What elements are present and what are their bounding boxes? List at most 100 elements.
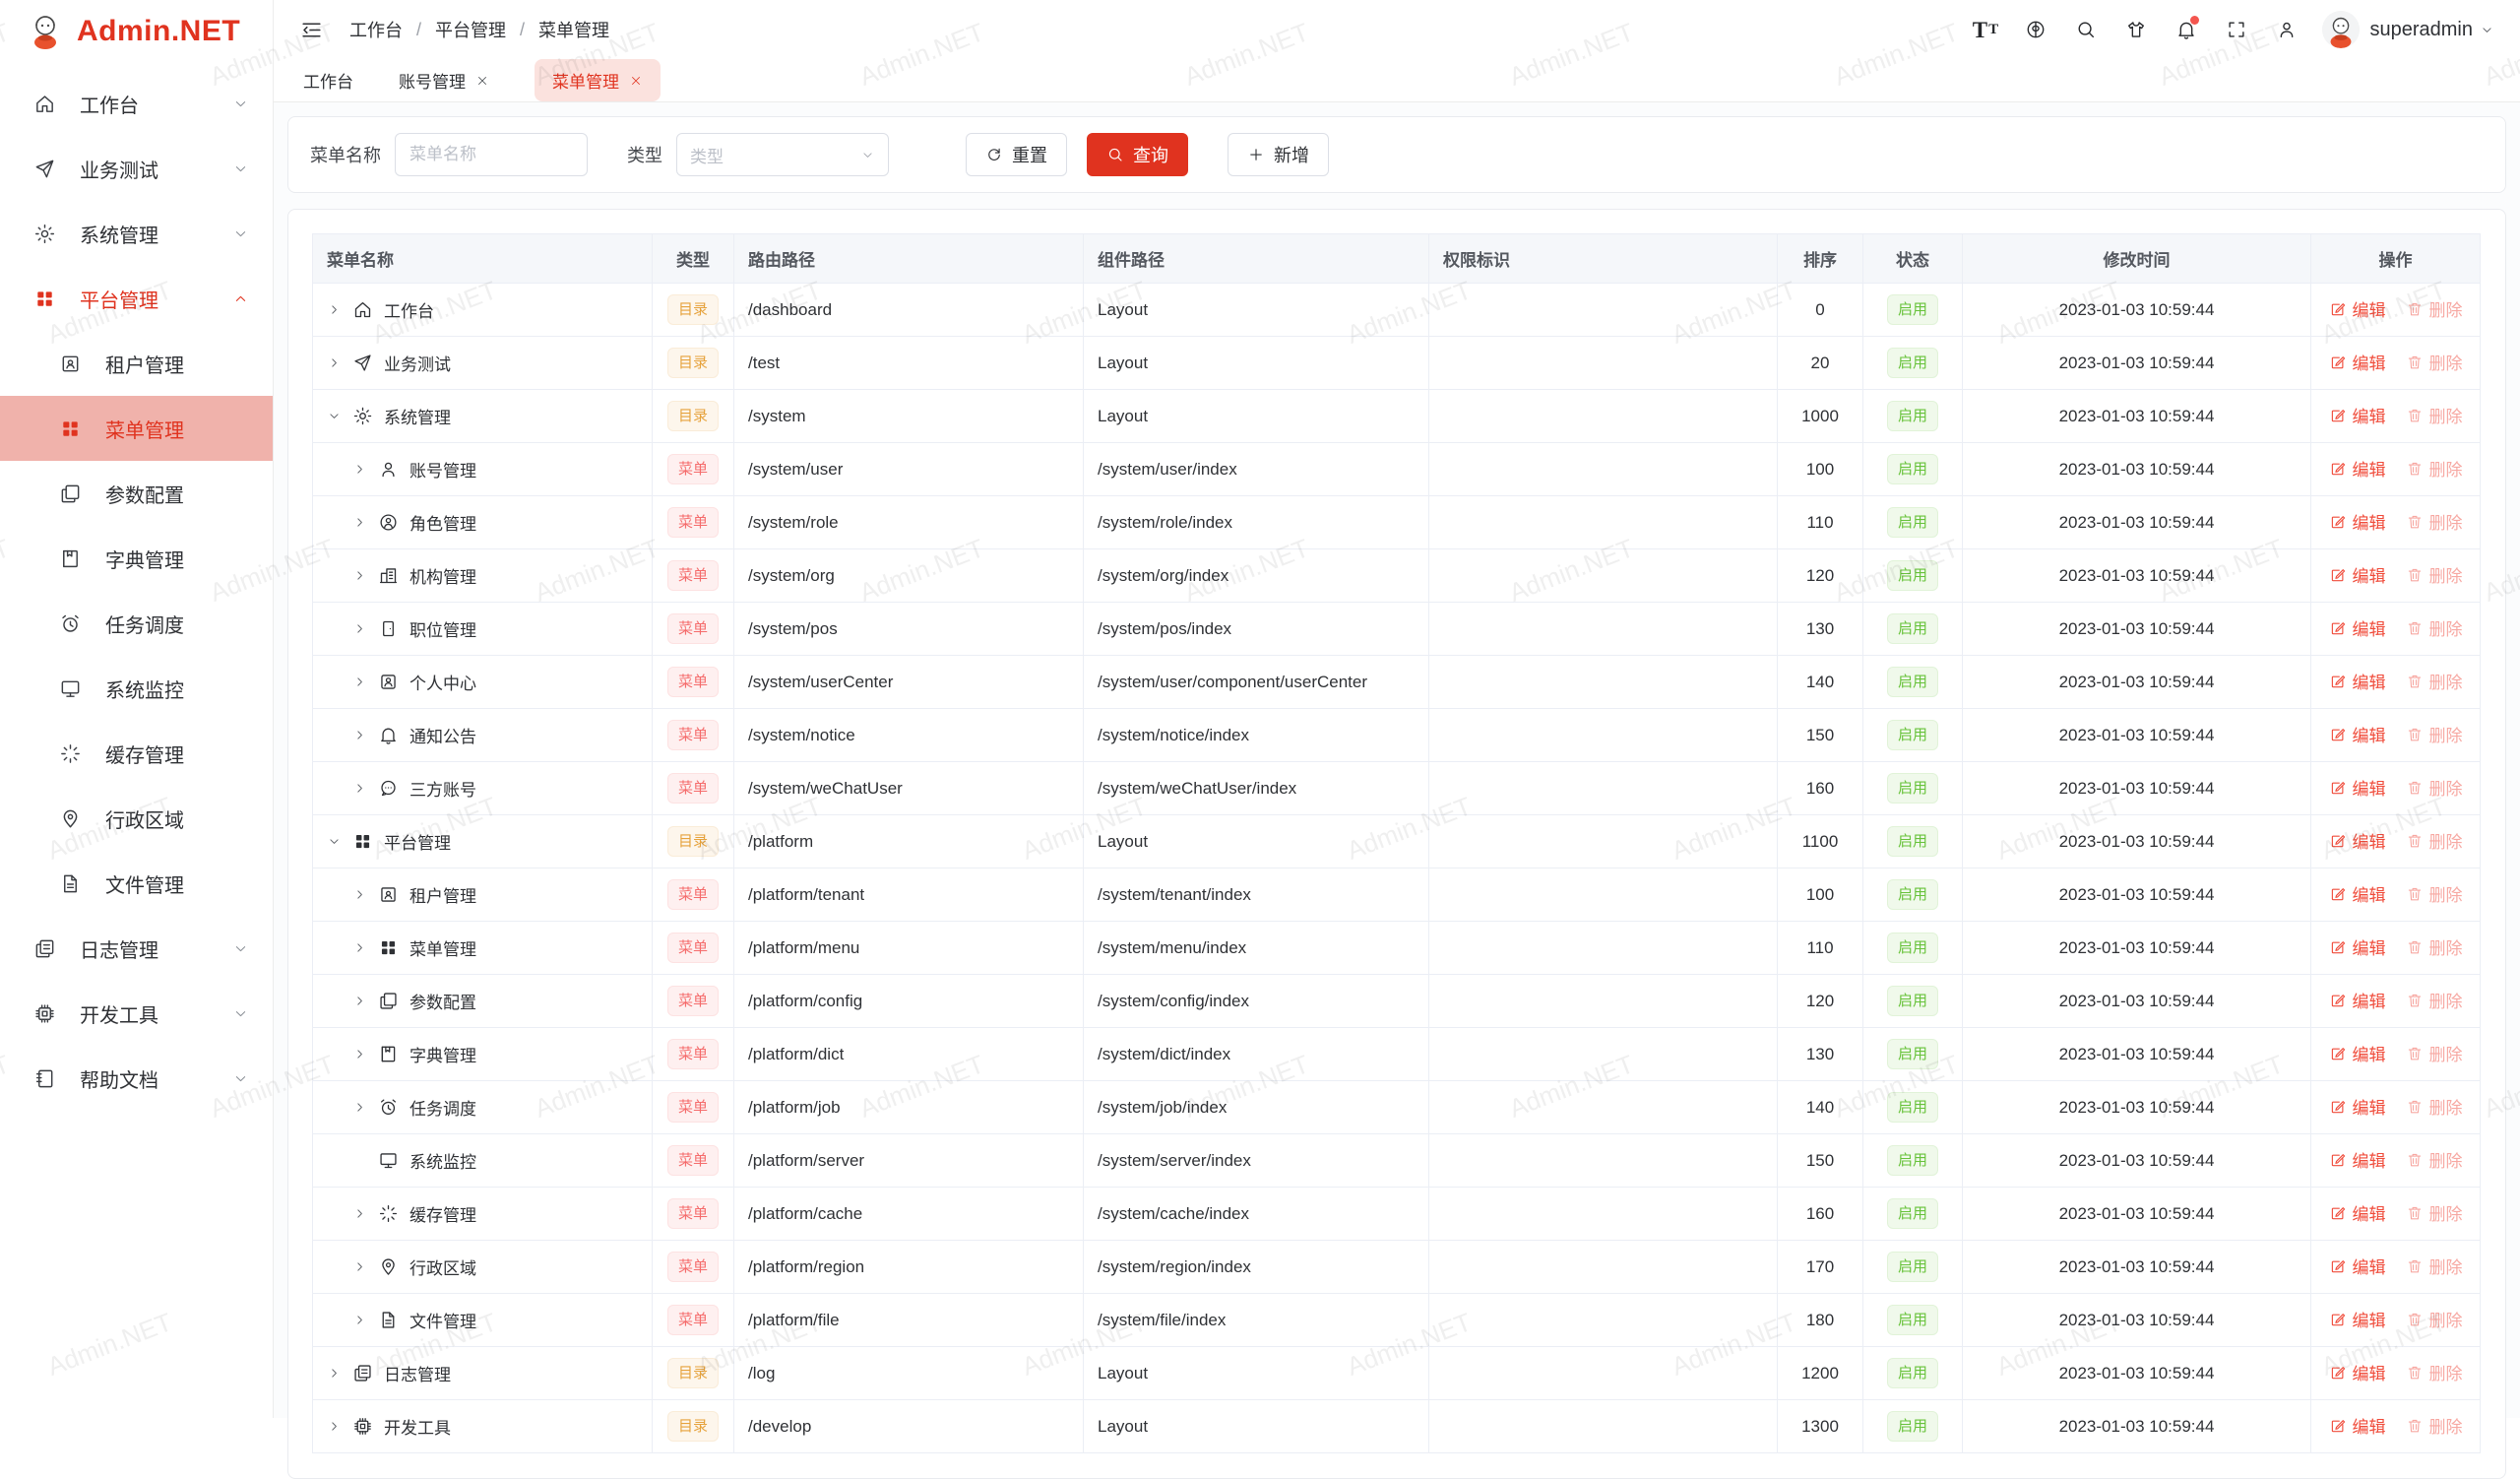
edit-button[interactable]: 编辑 bbox=[2329, 456, 2386, 481]
sidebar-item-send[interactable]: 业务测试 bbox=[0, 136, 273, 201]
delete-button[interactable]: 删除 bbox=[2406, 1041, 2463, 1065]
profile-icon[interactable] bbox=[2264, 10, 2308, 49]
delete-button[interactable]: 删除 bbox=[2406, 1360, 2463, 1384]
expand-row-icon[interactable] bbox=[352, 675, 367, 689]
sidebar-item-gear[interactable]: 系统管理 bbox=[0, 201, 273, 266]
sidebar-item-notebook[interactable]: 帮助文档 bbox=[0, 1046, 273, 1111]
chevron-down-icon[interactable] bbox=[2480, 23, 2494, 37]
edit-button[interactable]: 编辑 bbox=[2329, 1147, 2386, 1172]
edit-button[interactable]: 编辑 bbox=[2329, 1094, 2386, 1119]
expand-row-icon[interactable] bbox=[352, 940, 367, 955]
edit-button[interactable]: 编辑 bbox=[2329, 615, 2386, 640]
sidebar-item-log[interactable]: 日志管理 bbox=[0, 916, 273, 981]
sidebar-item-loading[interactable]: 缓存管理 bbox=[0, 721, 273, 786]
delete-button[interactable]: 删除 bbox=[2406, 1254, 2463, 1278]
edit-button[interactable]: 编辑 bbox=[2329, 1041, 2386, 1065]
edit-button[interactable]: 编辑 bbox=[2329, 881, 2386, 906]
delete-button[interactable]: 删除 bbox=[2406, 1413, 2463, 1438]
sidebar-item-copy[interactable]: 参数配置 bbox=[0, 461, 273, 526]
reset-button[interactable]: 重置 bbox=[966, 133, 1067, 176]
app-logo[interactable]: Admin.NET bbox=[0, 0, 273, 63]
notification-icon[interactable] bbox=[2164, 10, 2208, 49]
sidebar-item-alarm[interactable]: 任务调度 bbox=[0, 591, 273, 656]
delete-button[interactable]: 删除 bbox=[2406, 934, 2463, 959]
delete-button[interactable]: 删除 bbox=[2406, 1200, 2463, 1225]
edit-button[interactable]: 编辑 bbox=[2329, 722, 2386, 746]
close-icon[interactable] bbox=[475, 74, 489, 88]
expand-row-icon[interactable] bbox=[327, 302, 342, 317]
delete-button[interactable]: 删除 bbox=[2406, 722, 2463, 746]
expand-row-icon[interactable] bbox=[352, 568, 367, 583]
expand-row-icon[interactable] bbox=[352, 1259, 367, 1274]
menu-fold-icon[interactable] bbox=[299, 18, 324, 42]
edit-button[interactable]: 编辑 bbox=[2329, 1200, 2386, 1225]
sidebar-item-monitor[interactable]: 系统监控 bbox=[0, 656, 273, 721]
expand-row-icon[interactable] bbox=[352, 994, 367, 1008]
expand-row-icon[interactable] bbox=[352, 515, 367, 530]
expand-row-icon[interactable] bbox=[352, 887, 367, 902]
tab-工作台[interactable]: 工作台 bbox=[303, 68, 353, 93]
edit-button[interactable]: 编辑 bbox=[2329, 828, 2386, 853]
avatar[interactable] bbox=[2322, 11, 2361, 48]
delete-button[interactable]: 删除 bbox=[2406, 1147, 2463, 1172]
delete-button[interactable]: 删除 bbox=[2406, 509, 2463, 534]
sidebar-item-location[interactable]: 行政区域 bbox=[0, 786, 273, 851]
edit-button[interactable]: 编辑 bbox=[2329, 934, 2386, 959]
expand-row-icon[interactable] bbox=[352, 1047, 367, 1061]
add-button[interactable]: 新增 bbox=[1228, 133, 1329, 176]
tab-菜单管理[interactable]: 菜单管理 bbox=[535, 59, 661, 101]
sidebar-item-grid[interactable]: 平台管理 bbox=[0, 266, 273, 331]
edit-button[interactable]: 编辑 bbox=[2329, 1360, 2386, 1384]
expand-row-icon[interactable] bbox=[327, 355, 342, 370]
breadcrumb-item[interactable]: 平台管理 bbox=[435, 21, 507, 40]
delete-button[interactable]: 删除 bbox=[2406, 296, 2463, 321]
edit-button[interactable]: 编辑 bbox=[2329, 562, 2386, 587]
expand-row-icon[interactable] bbox=[352, 462, 367, 477]
sidebar-item-grid[interactable]: 菜单管理 bbox=[0, 396, 273, 461]
delete-button[interactable]: 删除 bbox=[2406, 1094, 2463, 1119]
sidebar-item-file[interactable]: 文件管理 bbox=[0, 851, 273, 916]
edit-button[interactable]: 编辑 bbox=[2329, 775, 2386, 800]
delete-button[interactable]: 删除 bbox=[2406, 669, 2463, 693]
language-icon[interactable] bbox=[2013, 10, 2057, 49]
delete-button[interactable]: 删除 bbox=[2406, 562, 2463, 587]
edit-button[interactable]: 编辑 bbox=[2329, 1413, 2386, 1438]
delete-button[interactable]: 删除 bbox=[2406, 1307, 2463, 1331]
sidebar-item-tenant[interactable]: 租户管理 bbox=[0, 331, 273, 396]
menu-name-input[interactable] bbox=[395, 133, 588, 176]
expand-row-icon[interactable] bbox=[352, 621, 367, 636]
edit-button[interactable]: 编辑 bbox=[2329, 669, 2386, 693]
collapse-row-icon[interactable] bbox=[327, 834, 342, 849]
expand-row-icon[interactable] bbox=[352, 1313, 367, 1327]
sidebar-item-home[interactable]: 工作台 bbox=[0, 71, 273, 136]
sidebar-item-cpu[interactable]: 开发工具 bbox=[0, 981, 273, 1046]
edit-button[interactable]: 编辑 bbox=[2329, 509, 2386, 534]
delete-button[interactable]: 删除 bbox=[2406, 775, 2463, 800]
fullscreen-icon[interactable] bbox=[2214, 10, 2258, 49]
search-icon[interactable] bbox=[2063, 10, 2108, 49]
expand-row-icon[interactable] bbox=[352, 1100, 367, 1115]
query-button[interactable]: 查询 bbox=[1087, 133, 1188, 176]
expand-row-icon[interactable] bbox=[352, 1206, 367, 1221]
close-icon[interactable] bbox=[629, 74, 643, 88]
delete-button[interactable]: 删除 bbox=[2406, 456, 2463, 481]
edit-button[interactable]: 编辑 bbox=[2329, 403, 2386, 427]
edit-button[interactable]: 编辑 bbox=[2329, 350, 2386, 374]
collapse-row-icon[interactable] bbox=[327, 409, 342, 423]
tab-账号管理[interactable]: 账号管理 bbox=[399, 68, 489, 93]
edit-button[interactable]: 编辑 bbox=[2329, 296, 2386, 321]
delete-button[interactable]: 删除 bbox=[2406, 988, 2463, 1012]
delete-button[interactable]: 删除 bbox=[2406, 615, 2463, 640]
sidebar-item-book[interactable]: 字典管理 bbox=[0, 526, 273, 591]
delete-button[interactable]: 删除 bbox=[2406, 350, 2463, 374]
expand-row-icon[interactable] bbox=[327, 1366, 342, 1381]
expand-row-icon[interactable] bbox=[352, 781, 367, 796]
theme-icon[interactable] bbox=[2113, 10, 2158, 49]
delete-button[interactable]: 删除 bbox=[2406, 828, 2463, 853]
delete-button[interactable]: 删除 bbox=[2406, 881, 2463, 906]
expand-row-icon[interactable] bbox=[327, 1419, 342, 1434]
type-select[interactable]: 类型 bbox=[676, 133, 889, 176]
edit-button[interactable]: 编辑 bbox=[2329, 1307, 2386, 1331]
edit-button[interactable]: 编辑 bbox=[2329, 988, 2386, 1012]
